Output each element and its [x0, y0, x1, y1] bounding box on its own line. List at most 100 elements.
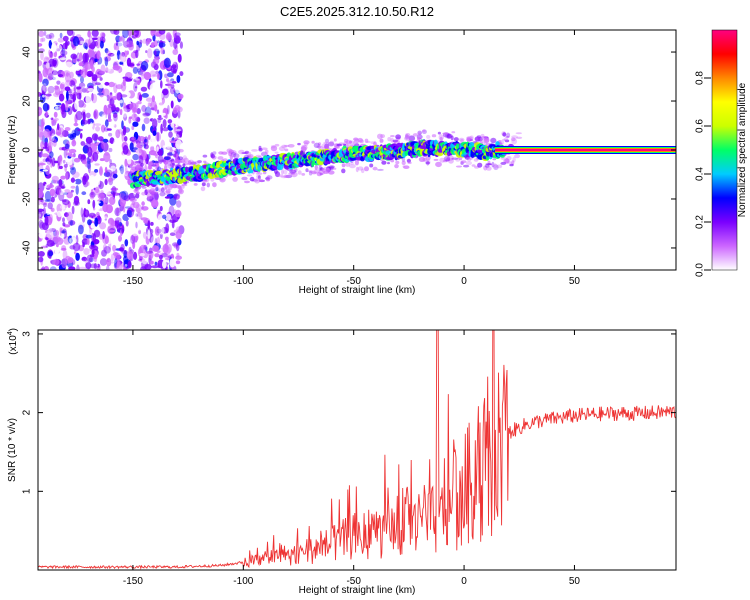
heatmap-cell	[135, 221, 138, 229]
heatmap-cell	[76, 264, 80, 270]
heatmap-cell	[257, 175, 261, 180]
heatmap-cell	[133, 251, 138, 260]
heatmap-cell	[115, 84, 123, 90]
heatmap-cell	[51, 207, 55, 213]
heatmap-cell	[42, 94, 45, 98]
heatmap-cell	[79, 132, 83, 139]
heatmap-cell	[105, 107, 112, 115]
heatmap-cell	[62, 35, 69, 42]
heatmap-cell	[89, 174, 96, 185]
snr-y-label: SNR (10 * v/v)	[7, 418, 18, 482]
heatmap-cell	[134, 86, 138, 89]
heatmap-cell	[55, 230, 60, 237]
heatmap-cell	[77, 73, 82, 78]
heatmap-cell	[148, 164, 152, 170]
heatmap-cell	[314, 165, 318, 170]
heatmap-cell	[147, 48, 153, 59]
heatmap-cell	[73, 195, 80, 206]
heatmap-cell	[69, 71, 74, 79]
heatmap-cell	[166, 32, 172, 40]
heatmap-cell	[70, 185, 76, 189]
heatmap-cell	[135, 213, 138, 217]
heatmap-cell	[162, 88, 169, 96]
heatmap-cell	[102, 243, 107, 252]
heatmap-cell	[51, 70, 58, 76]
heatmap-cell	[72, 242, 81, 252]
heatmap-cell	[69, 237, 77, 245]
heatmap-cell	[387, 162, 390, 165]
heatmap-cell	[131, 125, 135, 131]
heatmap-cell	[93, 109, 99, 120]
heatmap-cell	[176, 226, 182, 231]
heatmap-cell	[158, 159, 165, 163]
heatmap-cell	[297, 142, 301, 146]
heatmap-cell	[40, 201, 48, 206]
heatmap-cell	[138, 155, 144, 166]
heatmap-cell	[54, 185, 62, 195]
heatmap-cell	[102, 216, 108, 219]
heatmap-cell	[151, 180, 160, 185]
heatmap-cell	[94, 186, 100, 193]
heatmap-cell	[51, 83, 55, 90]
heatmap-cell	[162, 202, 168, 208]
heatmap-cell	[108, 177, 112, 183]
heatmap-cell	[516, 136, 523, 139]
heatmap-cell	[64, 127, 71, 131]
heatmap-cell	[42, 78, 49, 87]
heatmap-cell	[317, 144, 322, 149]
heatmap-cell	[112, 244, 117, 252]
heatmap-cell	[99, 258, 108, 266]
heatmap-cell	[401, 157, 406, 162]
heatmap-cell	[369, 163, 374, 168]
snr-y-ticks: 1 2 3	[22, 331, 676, 494]
heatmap-cell	[288, 172, 296, 175]
heatmap-cell	[176, 200, 182, 208]
heatmap-cell	[110, 253, 114, 262]
heatmap-cell	[85, 234, 93, 239]
heatmap-cell	[65, 71, 69, 78]
heatmap-cell	[159, 205, 163, 212]
colorbar-tick-label: 0.0	[695, 263, 706, 277]
heatmap-cell	[55, 105, 59, 110]
heatmap-cell	[158, 30, 166, 35]
heatmap-cell	[143, 71, 152, 81]
heatmap-cell	[116, 261, 123, 270]
heatmap-cell	[68, 220, 76, 226]
heatmap-cell	[379, 138, 384, 143]
heatmap-cell	[109, 196, 116, 205]
heatmap-cell	[123, 113, 128, 121]
heatmap-cell	[81, 119, 88, 125]
heatmap-cell	[100, 32, 106, 38]
y-tick-label: -20	[22, 191, 33, 206]
heatmap-cell	[103, 96, 108, 101]
heatmap-cell	[43, 115, 47, 123]
heatmap-cell	[154, 160, 159, 164]
heatmap-cell	[152, 130, 157, 136]
heatmap-cell	[364, 138, 369, 143]
heatmap-cell	[156, 109, 160, 115]
heatmap-cell	[52, 70, 58, 81]
heatmap-cell	[173, 33, 177, 42]
heatmap-cell	[135, 216, 140, 224]
heatmap-cell	[157, 154, 164, 164]
heatmap-cell	[39, 162, 46, 166]
heatmap-cell	[129, 142, 134, 152]
heatmap-cell	[466, 138, 473, 142]
heatmap-cell	[210, 154, 215, 159]
heatmap-cell	[81, 213, 86, 223]
heatmap-cell	[132, 121, 139, 127]
heatmap-cell	[134, 93, 139, 101]
heatmap-cell	[139, 94, 143, 102]
heatmap-cell	[93, 229, 101, 238]
heatmap-cell	[43, 128, 51, 138]
x-tick-label: 0	[461, 276, 467, 287]
heatmap-cell	[81, 88, 88, 93]
heatmap-cell	[439, 157, 446, 163]
heatmap-cell	[62, 217, 65, 223]
heatmap-cell	[149, 83, 156, 92]
heatmap-cell	[160, 80, 163, 89]
heatmap-cell	[166, 142, 172, 149]
snr-multiplier: (x104)	[7, 328, 19, 355]
heatmap-cell	[167, 72, 174, 78]
heatmap-cell	[266, 179, 270, 182]
